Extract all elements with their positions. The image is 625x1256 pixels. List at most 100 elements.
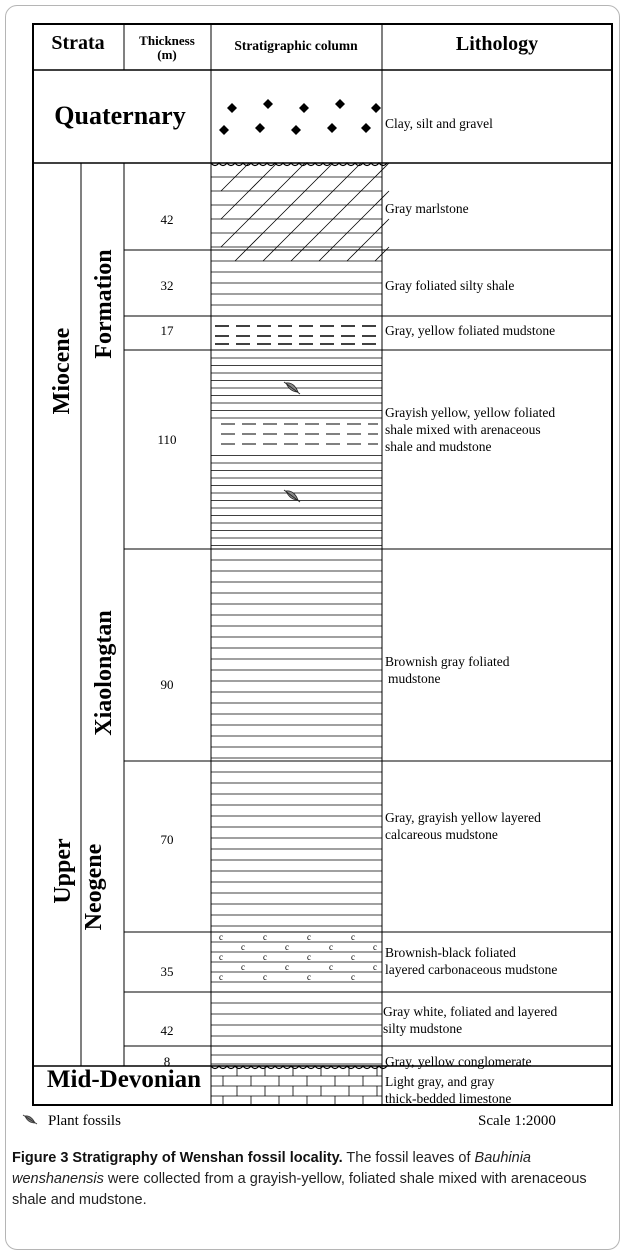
marl-slash — [248, 204, 264, 220]
carbon-mark: c — [329, 942, 333, 952]
marl-slash — [318, 246, 334, 262]
thickness-row-9: 8 — [163, 1054, 171, 1069]
plant-fossil-icon — [283, 381, 301, 395]
carbon-mark: c — [219, 952, 223, 962]
marl-slash — [360, 176, 376, 192]
gravel-mark — [219, 125, 229, 135]
carbon-mark: c — [351, 952, 355, 962]
gravel-mark — [335, 99, 345, 109]
lithology-row-8: Gray white, foliated and layered silty mu… — [383, 1004, 558, 1036]
column-patterns: c c c cc c c cc c c cc c c cc c c c — [210, 99, 390, 1105]
marl-slash — [262, 218, 278, 234]
stratum-mid-devonian: Mid-Devonian — [46, 1066, 202, 1093]
carbon-mark: c — [263, 952, 267, 962]
stratum-neogene: Neogene — [81, 843, 107, 931]
marl-slash — [346, 190, 362, 206]
marl-slash — [220, 204, 236, 220]
carbon-mark: c — [373, 942, 377, 952]
carbon-mark: c — [373, 962, 377, 972]
table-grid — [32, 23, 613, 1106]
marl-slash — [318, 218, 334, 234]
lithology-row-0: Clay, silt and gravel — [385, 116, 493, 131]
plant-fossil-icon — [283, 489, 301, 503]
marl-slash — [248, 176, 264, 192]
thickness-row-6: 70 — [160, 832, 174, 847]
stratum-xiaolongtan: Xiaolongtan — [91, 610, 117, 736]
thickness-row-4: 110 — [157, 432, 177, 447]
thickness-row-5: 90 — [160, 677, 174, 692]
thickness-row-8: 42 — [160, 1023, 174, 1038]
stratum-quaternary: Quaternary — [54, 101, 186, 130]
header-stratigraphic-column: Stratigraphic column — [234, 38, 358, 53]
gravel-mark — [361, 123, 371, 133]
header-lithology: Lithology — [455, 33, 539, 55]
marl-slash — [318, 190, 334, 206]
carbon-mark: c — [329, 962, 333, 972]
marl-slash — [332, 204, 348, 220]
carbon-mark: c — [219, 972, 223, 982]
carbon-mark: c — [307, 972, 311, 982]
carbon-mark: c — [307, 952, 311, 962]
gravel-mark — [291, 125, 301, 135]
marl-slash — [290, 218, 306, 234]
caption-species: Bauhinia wenshanensis — [12, 1150, 531, 1187]
lithology-row-6: Gray, grayish yellow layered calcareous m… — [385, 810, 541, 842]
gravel-mark — [299, 103, 309, 113]
gravel-mark — [371, 103, 381, 113]
table-border — [32, 23, 613, 1106]
thickness-row-1: 42 — [160, 212, 174, 227]
carbon-mark: c — [285, 962, 289, 972]
marl-slash — [234, 218, 250, 234]
thickness-row-2: 32 — [160, 278, 174, 293]
marl-slash — [290, 246, 306, 262]
lithology-row-2: Gray foliated silty shale — [385, 278, 515, 293]
marl-slash — [346, 218, 362, 234]
marl-slash — [234, 190, 250, 206]
scale-label: Scale 1:2000 — [478, 1113, 556, 1129]
fossil-legend-icon — [22, 1113, 40, 1132]
carbon-mark: c — [263, 932, 267, 942]
marl-slash — [360, 204, 376, 220]
fossil-legend-label: Plant fossils — [48, 1113, 121, 1129]
caption-text-1: The fossil leaves of — [342, 1150, 475, 1166]
lithology-row-4: Grayish yellow, yellow foliated shale mix… — [385, 405, 556, 454]
marl-slash — [304, 204, 320, 220]
stratum-formation: Formation — [91, 249, 117, 359]
lithology-row-10: Light gray, and gray thick-bedded limesto… — [385, 1074, 512, 1106]
lithology-row-7: Brownish-black foliated layered carbonace… — [385, 945, 558, 977]
marl-slash — [248, 232, 264, 248]
marl-slash — [332, 232, 348, 248]
stratum-miocene: Miocene — [49, 327, 75, 415]
marl-slash — [346, 246, 362, 262]
caption-title: Figure 3 Stratigraphy of Wenshan fossil … — [12, 1150, 343, 1166]
marl-slash — [304, 232, 320, 248]
carbon-mark: c — [351, 932, 355, 942]
marl-slash — [262, 190, 278, 206]
thickness-row-3: 17 — [160, 323, 174, 338]
header-thickness-unit: (m) — [157, 47, 177, 62]
carbon-mark: c — [219, 932, 223, 942]
marl-slash — [234, 246, 250, 262]
lithology-row-5: Brownish gray foliated mudstone — [385, 654, 510, 686]
carbon-mark: c — [263, 972, 267, 982]
figure-frame — [5, 5, 620, 1250]
header-thickness: Thickness — [139, 33, 195, 48]
marl-slash — [276, 232, 292, 248]
gravel-mark — [263, 99, 273, 109]
marl-slash — [360, 232, 376, 248]
marl-slash — [290, 190, 306, 206]
marl-slash — [262, 246, 278, 262]
marl-slash — [262, 162, 278, 178]
marl-slash — [220, 232, 236, 248]
header-strata: Strata — [51, 32, 105, 54]
carbon-mark: c — [241, 962, 245, 972]
thickness-row-7: 35 — [160, 964, 174, 979]
carbon-mark: c — [285, 942, 289, 952]
gravel-mark — [255, 123, 265, 133]
figure-caption: Figure 3 Stratigraphy of Wenshan fossil … — [12, 1148, 612, 1211]
marl-slash — [304, 176, 320, 192]
marl-slash — [276, 204, 292, 220]
marl-slash — [332, 176, 348, 192]
lithology-row-1: Gray marlstone — [385, 201, 469, 216]
marl-slash — [318, 162, 334, 178]
